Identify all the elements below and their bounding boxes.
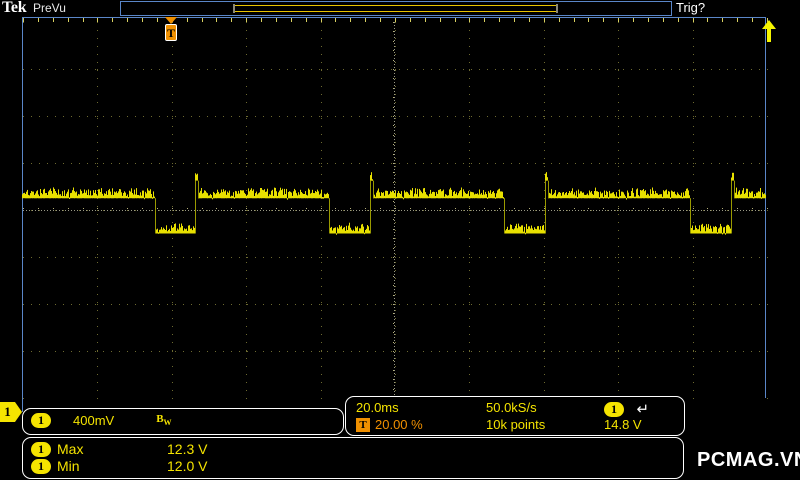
measurement-source-badge: 1	[31, 458, 51, 474]
acquisition-mode-label: PreVu	[33, 1, 66, 15]
record-overview-bar[interactable]	[120, 1, 672, 16]
trigger-t-icon: T	[165, 24, 177, 41]
channel1-badge: 1	[31, 413, 51, 428]
arrow-shaft	[767, 27, 771, 42]
measurement-row[interactable]: 1 Min 12.0 V	[31, 458, 207, 474]
position-strip-ticks	[23, 18, 768, 23]
record-length-value: 10k points	[486, 417, 546, 432]
watermark: PCMAG.VN	[697, 449, 800, 471]
measurement-value: 12.3 V	[167, 441, 208, 457]
waveform-layer	[22, 22, 766, 398]
timebase-value: 20.0ms	[356, 400, 399, 415]
channel1-settings-row: 1 400mV BW	[31, 413, 172, 428]
top-status-bar: Tek PreVu Trig?	[0, 0, 800, 18]
channel1-ground-pointer-icon	[15, 402, 22, 422]
trigger-position-group: T 20.00 %	[356, 417, 423, 432]
rising-edge-icon: ↵	[636, 402, 650, 418]
trigger-level-value: 14.8 V	[604, 417, 642, 432]
channel1-volts-per-div: 400mV	[73, 413, 115, 428]
trigger-position-value: 20.00 %	[375, 417, 423, 432]
graticule-dot-grid	[23, 22, 768, 399]
trigger-source-badge: 1	[604, 402, 624, 418]
measurement-name: Min	[57, 458, 80, 474]
measurement-name: Max	[57, 441, 84, 457]
graticule	[22, 22, 768, 399]
measurement-row[interactable]: 1 Max 12.3 V	[31, 441, 207, 457]
tek-logo: Tek	[2, 0, 27, 16]
measurements-box: 1 Max 12.3 V 1 Min 12.0 V	[22, 437, 684, 479]
graticule-center-horizontal	[23, 210, 765, 211]
sample-rate-value: 50.0kS/s	[486, 400, 537, 415]
trigger-status-label: Trig?	[676, 0, 706, 15]
trigger-position-marker[interactable]: T	[163, 17, 179, 43]
trigger-level-arrow-icon[interactable]	[762, 20, 776, 42]
channel1-ground-marker[interactable]: 1	[0, 402, 22, 422]
trigger-position-badge: T	[356, 417, 370, 432]
channel1-ground-tick	[22, 390, 23, 412]
measurement-value: 12.0 V	[167, 458, 208, 474]
measurement-source-badge: 1	[31, 441, 51, 457]
channel1-trace	[22, 172, 766, 235]
trigger-source-group[interactable]: 1 ↵	[604, 400, 649, 419]
position-strip-line	[23, 17, 765, 18]
channel1-settings-box[interactable]: 1 400mV BW	[22, 408, 344, 435]
acquisition-readout-box: 20.0ms 50.0kS/s 1 ↵ T 20.00 % 10k points…	[345, 396, 685, 436]
horizontal-position-strip	[22, 17, 768, 23]
trigger-position-triangle-icon	[165, 17, 177, 24]
record-view-window[interactable]	[233, 4, 558, 13]
arrow-head	[762, 20, 776, 29]
channel1-ground-label: 1	[0, 402, 15, 422]
bandwidth-limit-icon: BW	[156, 413, 172, 428]
